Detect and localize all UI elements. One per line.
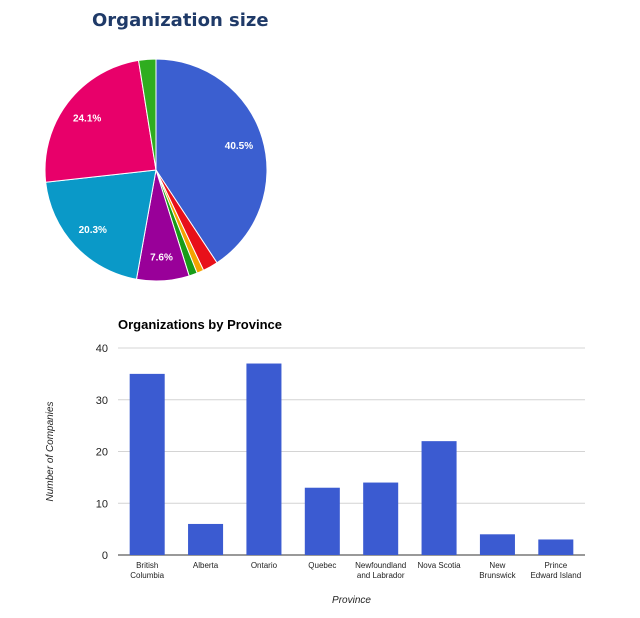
y-axis-title: Number of Companies [45,401,56,501]
pie-chart-title: Organization size [92,10,269,31]
bar-chart-title: Organizations by Province [118,317,282,332]
pie-slice-label: 40.5% [225,141,253,152]
pie-slice [44,59,157,183]
bar [421,441,457,555]
x-tick-label: Quebec [308,561,336,570]
pie-slice [137,58,157,171]
x-tick-label: Ontario [251,561,278,570]
bar [246,363,282,555]
x-tick-label: Alberta [193,561,219,570]
x-tick-label: Nova Scotia [417,561,461,570]
x-tick-label: Brunswick [479,571,516,580]
bar [538,539,574,555]
x-tick-label: New [489,561,505,570]
bar [129,373,165,555]
x-tick-label: British [136,561,158,570]
y-tick-label: 40 [96,343,108,355]
pie-slice-label: 24.1% [73,114,101,125]
bar [304,487,340,555]
x-axis-title: Province [332,595,371,606]
pie-slice-label: 7.6% [150,252,173,263]
x-tick-label: Edward Island [530,571,581,580]
x-tick-label: and Labrador [357,571,405,580]
pie-slice [45,169,157,280]
pie-slice-label: 20.3% [79,225,107,236]
pie-chart: 40.5% 7.6% 20.3% 24.1% [44,58,268,282]
x-tick-label: Prince [544,561,567,570]
bar-chart: Organizations by Province 0 10 20 30 40 Britis… [45,317,585,606]
x-tick-label: Columbia [130,571,164,580]
y-tick-label: 20 [96,447,108,459]
x-tick-label: Newfoundland [355,561,406,570]
bar [363,482,399,555]
bar [188,523,224,555]
y-tick-label: 10 [96,498,108,510]
y-tick-label: 0 [102,550,108,562]
y-tick-label: 30 [96,395,108,407]
bar [479,534,515,555]
